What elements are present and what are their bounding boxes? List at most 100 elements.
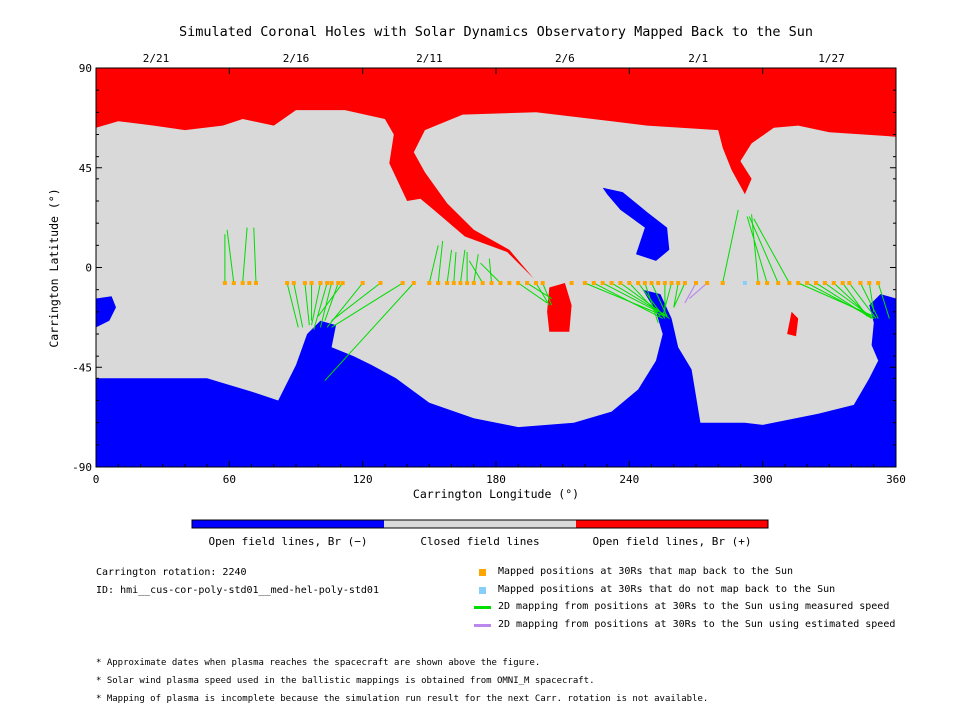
mapped-point (302, 281, 307, 286)
mapped-point (591, 281, 596, 286)
measured-mapping-line (517, 282, 548, 304)
y-tick-label: -45 (72, 361, 92, 374)
measured-mapping-line (253, 227, 257, 284)
colorbar-label: Closed field lines (420, 535, 539, 548)
measured-mapping-line (602, 282, 659, 313)
estimated-mapping-line (688, 282, 708, 299)
colorbar: Open field lines, Br (−) Closed field lin… (191, 519, 769, 548)
mapped-point (756, 281, 761, 286)
measured-mapping-line (453, 251, 457, 284)
negative-open-region-1 (96, 296, 116, 328)
mapped-point (329, 281, 334, 286)
mapped-point (340, 281, 345, 286)
measured-mapping-line (842, 282, 868, 317)
measured-mapping-line (324, 282, 415, 381)
measured-mapping-line (468, 260, 484, 284)
carrington-rotation-text: Carrington rotation: 2240 (96, 567, 247, 578)
measured-mapping-line (798, 282, 874, 317)
mapped-point (247, 281, 252, 286)
colorbar-label: Open field lines, Br (+) (593, 535, 752, 548)
measured-mapping-line (542, 282, 553, 306)
unmapped-point (742, 281, 747, 286)
date-tick-label: 2/6 (555, 52, 575, 65)
measured-mapping-line (673, 282, 686, 308)
measured-mapping-line (437, 240, 444, 284)
measured-mapping-line (815, 282, 872, 319)
mapped-point (847, 281, 852, 286)
mapped-point (325, 281, 330, 286)
measured-mapping-line (746, 216, 768, 284)
mapped-point (489, 281, 494, 286)
mapped-point (682, 281, 687, 286)
mapped-point (540, 281, 545, 286)
mapped-point (291, 281, 296, 286)
mapped-point (805, 281, 810, 286)
positive-open-region-2 (787, 311, 799, 337)
mapped-point (694, 281, 698, 286)
measured-mapping-line (459, 249, 466, 284)
colorbar-segment (576, 520, 768, 528)
date-tick-label: 1/27 (818, 52, 845, 65)
measured-mapping-line (293, 282, 304, 328)
mapped-point (582, 281, 587, 286)
mapped-point (480, 281, 485, 286)
mapped-marker-icon (479, 569, 486, 576)
mapped-point (822, 281, 827, 286)
positive-open-region-0 (96, 68, 896, 279)
measured-mapping-line (868, 282, 875, 312)
mapped-point (649, 281, 654, 286)
mapped-point (858, 281, 863, 286)
mapped-point (814, 281, 818, 286)
measured-line-icon (474, 606, 491, 609)
date-tick-label: 2/11 (416, 52, 443, 65)
mapped-point (360, 281, 365, 286)
measured-mapping-line (593, 282, 663, 319)
negative-open-region-2 (602, 187, 670, 261)
negative-open-region-0 (96, 289, 896, 467)
y-tick-label: 90 (79, 62, 92, 75)
mapped-point (569, 281, 574, 286)
mapped-point (600, 281, 605, 286)
note-dates: * Approximate dates when plasma reaches … (96, 658, 541, 668)
estimated-line-icon (474, 624, 491, 627)
measured-mapping-line (311, 282, 321, 326)
mapped-point (609, 281, 614, 286)
colorbar-segment (192, 520, 384, 528)
positive-open-region-1 (547, 283, 572, 332)
y-axis-label: Carrington Latitude (°) (47, 188, 61, 347)
date-tick-label: 2/16 (283, 52, 310, 65)
mapped-point (876, 281, 881, 286)
mapped-point (451, 281, 456, 286)
measured-mapping-line (620, 282, 670, 319)
mapped-point (840, 281, 845, 286)
measured-mapping-line (331, 282, 381, 322)
mapped-point (765, 281, 770, 286)
axes: 0 60 120 180 240 300 360 90 45 0 -45 -90 (72, 62, 906, 486)
mapped-point (676, 281, 681, 286)
mapped-point (318, 281, 323, 286)
note-speed-source: * Solar wind plasma speed used in the ba… (96, 676, 595, 686)
x-tick-label: 360 (886, 473, 906, 486)
measured-mapping-line (628, 282, 661, 317)
mapped-point (831, 281, 836, 286)
measured-mapping-line (722, 209, 739, 284)
y-tick-label: 45 (79, 162, 92, 175)
date-tick-label: 2/1 (688, 52, 708, 65)
top-date-axis: 2/21 2/16 2/11 2/6 2/1 1/27 (143, 52, 845, 65)
estimated-mapping-line (684, 282, 697, 304)
measured-mapping-line (446, 249, 453, 284)
measured-mapping-line (751, 214, 759, 284)
mapped-point (465, 281, 470, 286)
legend-mapped-label: Mapped positions at 30Rs that map back t… (498, 566, 794, 577)
mapped-point (400, 281, 405, 286)
mapped-point (720, 281, 725, 286)
mapped-point (254, 281, 258, 286)
mapped-point (222, 281, 227, 286)
mapped-point (516, 281, 521, 286)
measured-mapping-line (877, 282, 890, 319)
y-tick-label: -90 (72, 461, 92, 474)
mapped-point (231, 281, 236, 286)
mapped-point (642, 281, 647, 286)
measured-mapping-line (673, 282, 679, 308)
